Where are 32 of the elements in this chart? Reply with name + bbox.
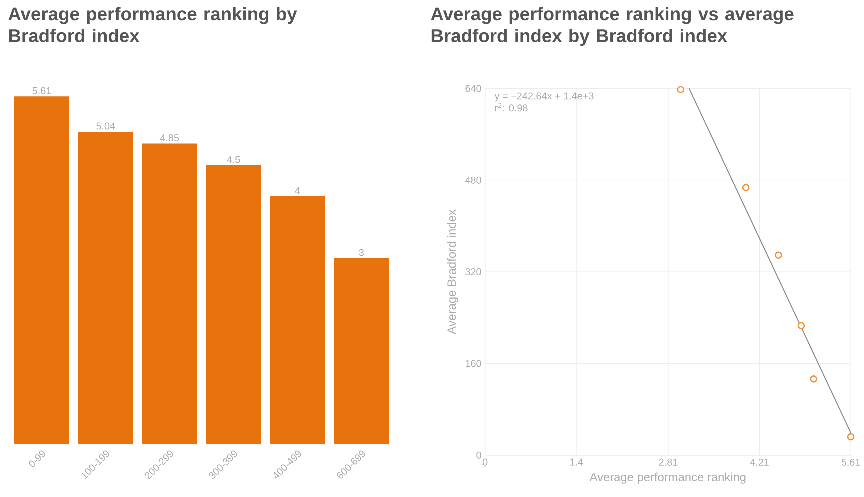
bar xyxy=(14,96,70,444)
x-tick-label: 5.61 xyxy=(842,458,860,466)
x-tick-label: 1.4 xyxy=(570,458,584,466)
data-label: 5.04 xyxy=(96,122,116,130)
data-label: 4.85 xyxy=(160,134,180,142)
x-axis-title: Average performance ranking xyxy=(590,472,746,484)
x-tick-label: 0 xyxy=(482,458,488,466)
y-tick-label: 640 xyxy=(466,85,482,92)
annotation: r$^{2}$: 0.98 xyxy=(495,102,528,112)
point xyxy=(742,184,750,192)
point xyxy=(810,375,818,383)
annotation: y = −242.64x + 1.4e+3 xyxy=(494,92,594,102)
data-label: 4.5 xyxy=(227,156,240,164)
y-tick-label: 160 xyxy=(466,360,482,368)
bar xyxy=(206,165,262,444)
point xyxy=(775,252,782,259)
data-label: 4 xyxy=(295,187,300,194)
point xyxy=(798,322,806,330)
bar xyxy=(142,144,198,444)
data-label: 3 xyxy=(359,249,364,256)
x-tick-label: 4.21 xyxy=(750,458,769,466)
y-axis-title: Average Bradford index xyxy=(447,210,458,334)
y-tick-label: 480 xyxy=(465,176,482,184)
point xyxy=(677,86,685,94)
bar xyxy=(334,258,390,444)
chart-title: Average performance ranking by Bradford index xyxy=(8,7,298,42)
bar xyxy=(270,196,326,444)
x-tick-label: 2.81 xyxy=(659,458,678,466)
chart-title: Average performance ranking vs average Bradford index by Bradford index xyxy=(431,7,794,46)
y-tick-label: 320 xyxy=(466,268,482,276)
data-label: 5.61 xyxy=(32,87,52,94)
bar xyxy=(78,132,134,444)
